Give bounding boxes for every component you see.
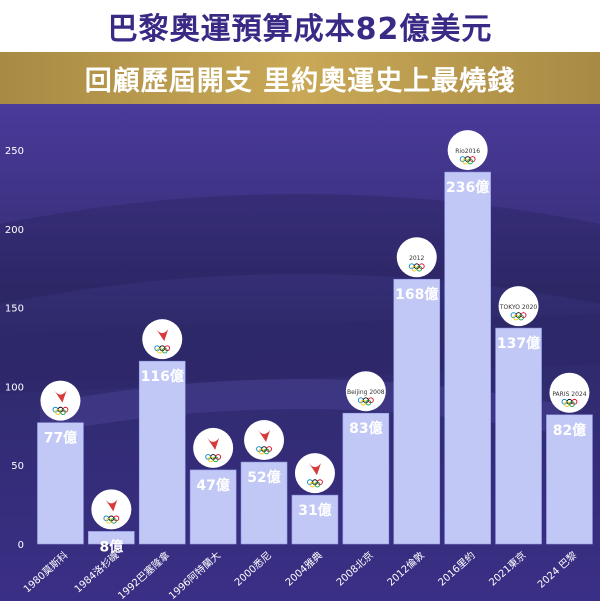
y-tick-label: 100 (5, 382, 24, 393)
chart-title: 巴黎奧運預算成本82億美元 (107, 12, 493, 47)
subtitle-band: 回顧歷屆開支 里約奧運史上最燒錢 (0, 52, 600, 104)
logo-emblem (105, 499, 118, 512)
logo-badge (40, 380, 81, 421)
chart-subtitle: 回顧歷屆開支 里約奧運史上最燒錢 (84, 65, 516, 97)
logo-badge (91, 489, 132, 530)
logo-badge (244, 420, 285, 461)
paris-2024-logo-icon: PARIS 2024 (549, 372, 590, 413)
data-label: 31億 (298, 502, 331, 519)
logo-badge (447, 130, 488, 171)
data-label: 82億 (553, 422, 586, 439)
olympic-ring (314, 481, 321, 488)
logo-emblem (308, 463, 321, 476)
olympic-ring (467, 158, 474, 165)
logo-badge (396, 237, 437, 278)
logo-badge (498, 286, 539, 327)
olympic-ring (263, 448, 270, 455)
bar (342, 412, 390, 545)
olympic-ring (416, 265, 423, 272)
tokyo-2020-logo-icon: TOKYO 2020 (498, 286, 539, 327)
bar (393, 278, 441, 545)
bar (546, 414, 593, 545)
data-label: 47億 (196, 477, 229, 494)
logo-badge (193, 427, 234, 468)
bar (189, 469, 237, 545)
bar (240, 461, 288, 545)
los-angeles-1984-logo-icon (91, 489, 132, 530)
athens-2004-logo-icon (294, 453, 335, 494)
data-label: 83億 (349, 420, 382, 437)
logo-emblem (156, 329, 169, 342)
beijing-2008-logo-icon: Beijing 2008 (345, 371, 386, 412)
data-label: 137億 (497, 335, 540, 352)
london-2012-logo-icon: 2012 (396, 237, 437, 278)
olympic-ring (60, 409, 66, 415)
y-tick-label: 200 (5, 225, 24, 236)
y-tick-label: 50 (11, 461, 24, 472)
logo-badge (294, 453, 335, 494)
rio-2016-logo-icon: Rio2016 (447, 130, 488, 171)
bar (138, 360, 186, 545)
logo-text: TOKYO 2020 (499, 304, 538, 311)
logo-emblem (258, 430, 271, 443)
logo-emblem (54, 390, 67, 403)
data-label: 236億 (446, 179, 489, 196)
olympic-ring (569, 401, 575, 408)
olympic-ring (212, 456, 219, 463)
olympic-ring (518, 314, 524, 321)
y-tick-label: 0 (18, 540, 24, 551)
barcelona-1992-logo-icon (142, 319, 183, 360)
sydney-2000-logo-icon (244, 420, 285, 461)
title-band: 巴黎奧運預算成本82億美元 (0, 0, 600, 52)
bar (88, 531, 135, 545)
data-label: 116億 (141, 368, 184, 385)
logo-text: PARIS 2024 (552, 391, 586, 398)
bar (37, 422, 84, 545)
y-tick-label: 150 (5, 304, 24, 315)
olympic-ring (111, 517, 117, 524)
data-label: 52億 (247, 469, 280, 486)
bar (495, 327, 542, 545)
olympic-ring (161, 347, 168, 354)
data-label: 77億 (44, 430, 77, 447)
data-label: 168億 (395, 286, 438, 303)
y-tick-label: 250 (5, 146, 24, 157)
logo-emblem (207, 437, 220, 450)
bar (444, 171, 491, 545)
logo-badge (345, 371, 386, 412)
data-label: 8億 (99, 538, 123, 555)
logo-badge (549, 372, 590, 413)
logo-text: Beijing 2008 (347, 389, 385, 396)
logo-badge (142, 319, 183, 360)
logo-text: Rio2016 (455, 148, 480, 155)
olympic-ring (365, 399, 372, 406)
atlanta-1996-logo-icon (193, 427, 234, 468)
logo-text: 2012 (409, 255, 424, 262)
bar (291, 494, 339, 545)
moscow-1980-logo-icon (40, 380, 81, 421)
